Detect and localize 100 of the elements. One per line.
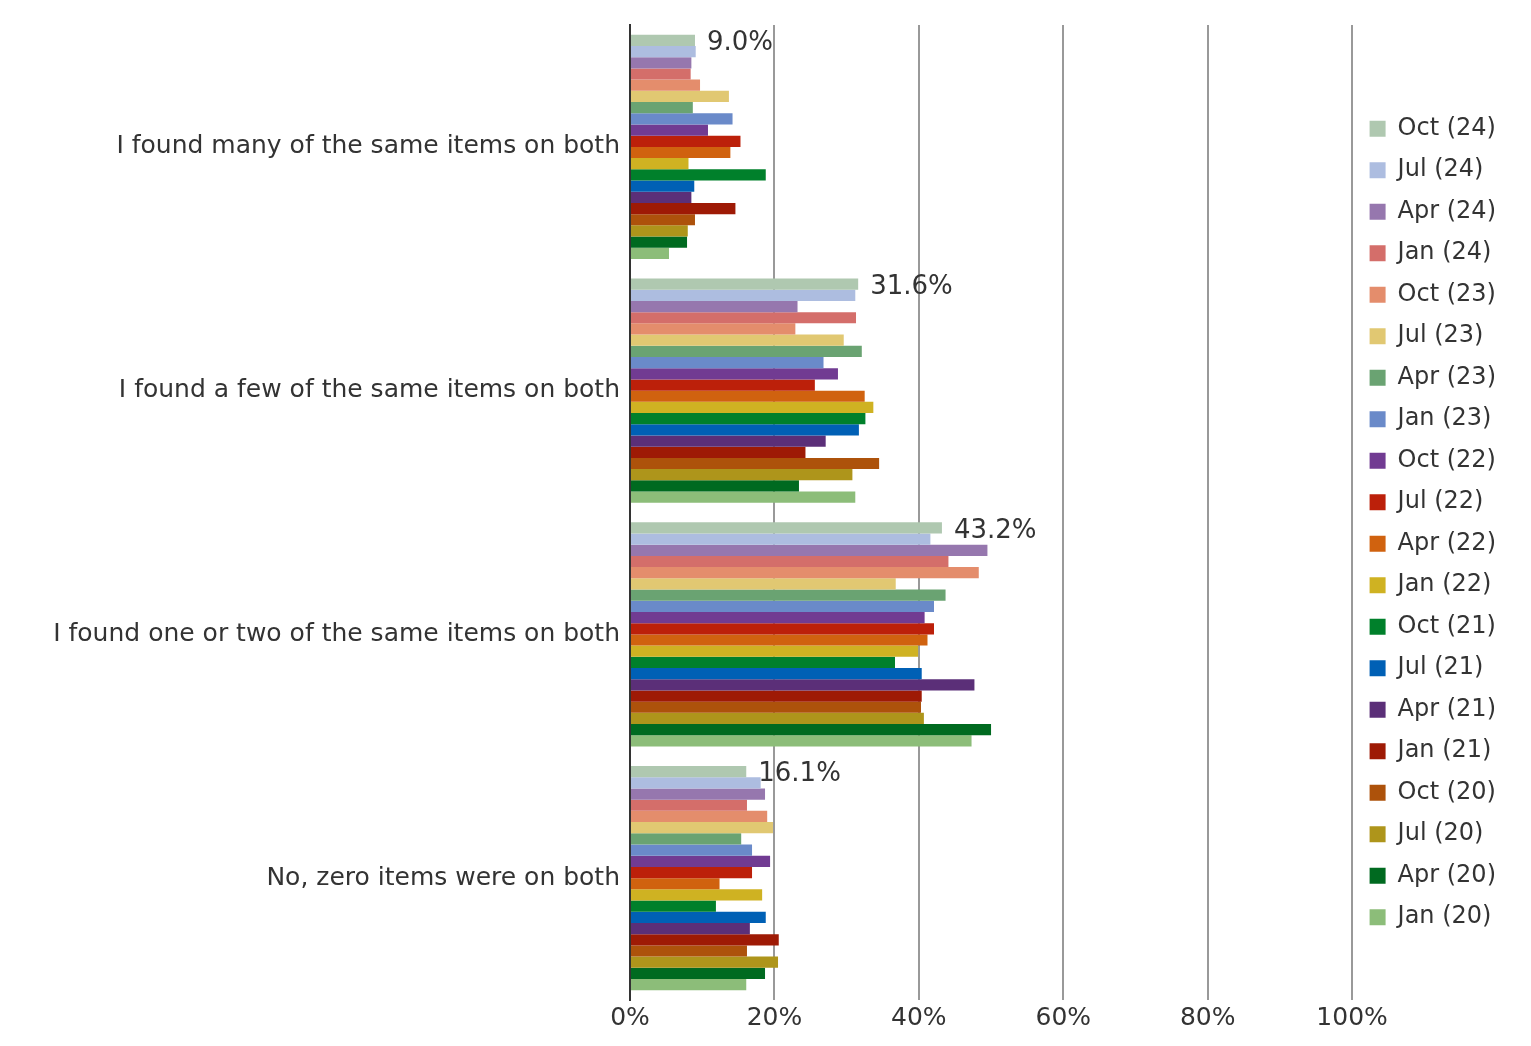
bar (631, 180, 695, 192)
data-label: 31.6% (870, 269, 953, 300)
bar (631, 90, 729, 103)
legend-label: Jul (21) (1395, 652, 1484, 681)
bar (631, 934, 779, 946)
legend-label: Jul (23) (1395, 320, 1484, 349)
legend-label: Apr (20) (1397, 859, 1497, 888)
bar (631, 822, 773, 834)
bar (631, 889, 763, 901)
data-label: 43.2% (953, 513, 1037, 544)
y-tick-label: I found a few of the same items on both (118, 374, 620, 404)
y-tick-label: I found one or two of the same items on both (53, 617, 620, 647)
bar (631, 766, 747, 778)
bar (631, 158, 689, 170)
bar (631, 124, 708, 136)
bar (631, 799, 747, 811)
bar (631, 135, 741, 147)
bar (631, 788, 766, 800)
bar (631, 533, 931, 545)
bar (631, 45, 696, 58)
bar (631, 922, 750, 935)
bar (631, 312, 857, 324)
bar (631, 878, 720, 890)
legend-label: Jan (20) (1395, 901, 1492, 930)
bar (631, 866, 753, 879)
bar (631, 57, 692, 69)
bar (631, 457, 880, 470)
bar (631, 679, 975, 691)
bar (631, 578, 896, 590)
x-tick-label: 100% (1316, 1001, 1388, 1031)
bar (631, 401, 874, 414)
bar (631, 855, 771, 867)
bar (631, 634, 928, 646)
bar (631, 777, 761, 789)
bar (631, 68, 691, 80)
bar (631, 690, 922, 702)
bar (631, 480, 799, 492)
bar (631, 236, 688, 248)
bar (631, 334, 844, 346)
bar (631, 368, 838, 380)
legend-label: Oct (22) (1397, 444, 1496, 473)
bar (631, 967, 766, 980)
bar (631, 656, 896, 669)
bar (631, 379, 815, 391)
legend-label: Apr (22) (1397, 527, 1497, 556)
bar (631, 735, 972, 747)
legend-label: Jul (22) (1395, 486, 1484, 515)
legend-label: Jan (24) (1395, 237, 1492, 266)
legend-label: Jul (20) (1395, 818, 1484, 847)
bar (631, 833, 742, 845)
bar (631, 844, 753, 856)
bar (631, 645, 919, 657)
bar (631, 668, 922, 680)
bar (631, 390, 865, 402)
bar (631, 300, 798, 313)
legend-label: Apr (24) (1397, 195, 1497, 224)
x-tick-label: 40% (891, 1001, 947, 1031)
bar (631, 102, 693, 114)
legend-label: Jul (24) (1395, 154, 1484, 183)
legend-label: Oct (20) (1397, 776, 1496, 805)
bar (631, 79, 701, 91)
x-tick-label: 60% (1035, 1001, 1092, 1031)
bar (631, 435, 826, 447)
bar (631, 225, 688, 237)
x-tick-label: 80% (1179, 1001, 1236, 1031)
bar (631, 278, 859, 290)
bar (631, 345, 862, 357)
bar (631, 323, 796, 335)
legend-label: Jan (23) (1395, 403, 1492, 432)
bar (631, 724, 992, 736)
bar (631, 623, 934, 635)
bar (631, 113, 733, 125)
bar (631, 589, 946, 601)
bar (631, 202, 736, 215)
bar (631, 611, 925, 624)
bar (631, 911, 766, 923)
bar (631, 289, 856, 301)
legend-label: Oct (24) (1397, 112, 1496, 141)
legend-label: Jan (22) (1395, 569, 1492, 598)
data-label: 16.1% (758, 757, 841, 788)
bar (631, 356, 824, 369)
legend-label: Apr (23) (1397, 361, 1497, 390)
bar (631, 555, 949, 568)
bar (631, 446, 806, 458)
bar (631, 810, 768, 823)
x-tick-label: 20% (746, 1001, 803, 1031)
legend-label: Jan (21) (1395, 735, 1492, 764)
legend-label: Oct (21) (1397, 610, 1496, 639)
bar (631, 34, 695, 46)
bar (631, 544, 988, 556)
bar (631, 169, 766, 181)
bar (631, 701, 921, 713)
bar (631, 567, 979, 579)
bar (631, 424, 859, 436)
bar (631, 191, 692, 203)
bar (631, 522, 942, 534)
y-tick-label: No, zero items were on both (266, 861, 620, 891)
bar (631, 600, 934, 612)
bar (631, 469, 853, 481)
bar (631, 247, 669, 259)
